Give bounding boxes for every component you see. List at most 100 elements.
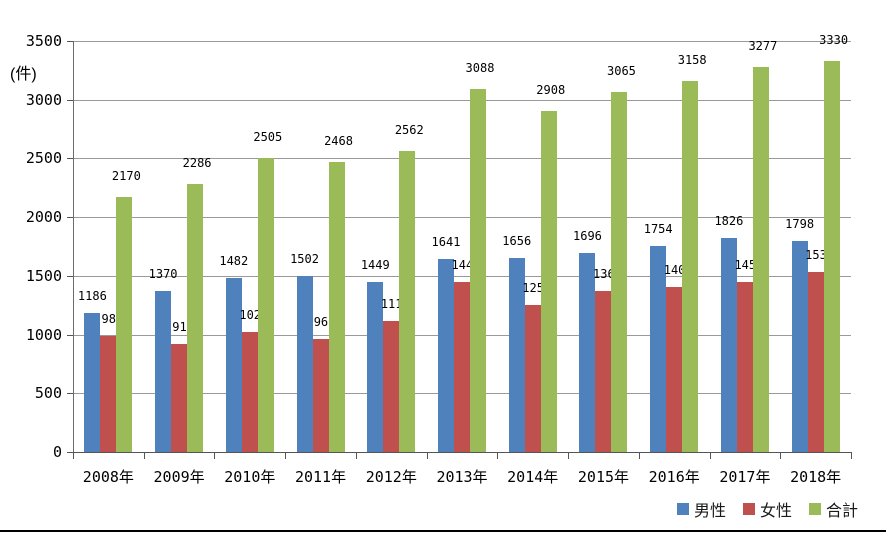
- legend-item: 女性: [742, 497, 792, 521]
- legend-item: 男性: [676, 497, 726, 521]
- x-axis-tick: [568, 453, 570, 459]
- y-axis-tick: [67, 334, 73, 336]
- legend-label: 女性: [759, 503, 792, 520]
- y-axis-tick-label: 3500: [25, 32, 62, 50]
- y-axis-tick-label: 500: [34, 384, 62, 403]
- bar: [328, 162, 345, 452]
- y-axis-tick-label: 1000: [25, 325, 62, 344]
- y-axis-tick: [67, 158, 73, 160]
- x-axis-line: [73, 452, 852, 453]
- legend-label: 男性: [693, 503, 726, 520]
- bar-value-label: 2286: [182, 155, 212, 170]
- legend: 男性 女性 合計: [676, 497, 858, 521]
- x-axis-label: 2010年: [224, 468, 276, 486]
- gridline: [73, 275, 851, 277]
- bar: [470, 89, 486, 452]
- bar: [100, 336, 117, 452]
- x-axis-tick: [143, 453, 145, 459]
- bar-value-label: 1826: [714, 213, 744, 228]
- bar: [84, 312, 101, 452]
- bar: [823, 60, 840, 452]
- bar-value-label: 1370: [148, 267, 178, 282]
- bar-value-label: 1754: [643, 222, 673, 237]
- plot-area: 1186 1370 1482 1502 1449 1641 1656 1696 1754 1826…: [73, 33, 851, 452]
- x-axis-label: 2012年: [365, 468, 417, 486]
- x-axis-label: 2016年: [648, 468, 700, 486]
- legend-color-swatch: [676, 503, 689, 515]
- bar: [682, 81, 699, 452]
- legend-item: 合計: [808, 497, 858, 521]
- bar-value-label: 1798: [785, 216, 815, 231]
- y-axis-tick: [67, 275, 73, 277]
- bar-value-label: 1656: [502, 233, 532, 248]
- bar-value-label: 2562: [394, 123, 424, 138]
- x-axis-label: 2017年: [719, 468, 771, 486]
- y-axis-unit-label: (件): [10, 66, 37, 83]
- bar: [540, 110, 557, 452]
- x-axis-tick: [709, 453, 711, 459]
- x-axis-label: 2008年: [82, 468, 134, 486]
- x-axis-label: 2018年: [790, 468, 842, 486]
- bar: [367, 281, 384, 452]
- bar: [438, 259, 454, 452]
- bar-value-label: 3330: [819, 32, 849, 47]
- bar: [791, 240, 808, 452]
- bar-value-label: 2468: [324, 134, 353, 149]
- x-axis-tick: [285, 453, 287, 459]
- x-axis-label: 2011年: [294, 468, 347, 486]
- bar: [312, 338, 329, 452]
- bar: [807, 272, 824, 452]
- y-axis-tick-label: 1500: [25, 266, 62, 285]
- bar: [720, 237, 737, 452]
- x-axis-tick: [780, 453, 782, 459]
- bottom-border-line: [0, 530, 886, 532]
- x-axis-tick: [214, 453, 216, 459]
- gridline: [73, 41, 851, 42]
- x-axis-tick: [426, 453, 428, 459]
- y-axis-tick: [67, 99, 73, 101]
- y-axis-tick: [67, 393, 73, 395]
- bar: [187, 183, 204, 452]
- bar-value-label: 2908: [536, 82, 566, 97]
- bar: [171, 344, 188, 452]
- bar-value-label: 2505: [253, 129, 283, 144]
- y-axis-tick: [67, 217, 73, 219]
- bar-value-label: 1449: [360, 257, 390, 272]
- gridline: [73, 158, 851, 160]
- bar: [116, 197, 133, 452]
- bar: [155, 291, 172, 452]
- bar: [736, 281, 753, 452]
- x-axis-tick: [73, 453, 74, 459]
- bar: [666, 287, 683, 452]
- y-axis-tick-label: 0: [52, 443, 62, 461]
- bar: [383, 321, 400, 452]
- bar-value-label: 3065: [607, 64, 636, 79]
- bar: [508, 257, 525, 452]
- x-axis-label: 2014年: [507, 468, 559, 486]
- bar: [454, 282, 470, 452]
- x-axis-tick: [497, 453, 499, 459]
- bar: [752, 67, 769, 452]
- bar-value-label: 1696: [573, 228, 602, 243]
- x-axis-label: 2015年: [577, 468, 630, 486]
- gridline: [73, 99, 851, 101]
- y-axis-tick-label: 3000: [25, 90, 62, 109]
- bar: [524, 304, 541, 452]
- x-axis-tick: [355, 453, 357, 459]
- bar-value-label: 1502: [290, 251, 319, 266]
- bar-value-label: 1641: [431, 235, 461, 250]
- bar-value-label: 1186: [77, 288, 107, 303]
- y-axis-line: [73, 41, 74, 453]
- bar: [579, 252, 596, 452]
- bar-value-label: 3158: [677, 53, 707, 68]
- legend-label: 合計: [825, 503, 858, 520]
- x-axis-tick: [638, 453, 640, 459]
- bar-value-label: 1482: [219, 253, 249, 268]
- bar: [225, 277, 242, 452]
- x-axis-label: 2013年: [436, 468, 488, 486]
- legend-color-swatch: [742, 503, 755, 515]
- gridline: [73, 217, 851, 219]
- bar: [595, 291, 612, 452]
- legend-color-swatch: [808, 503, 821, 515]
